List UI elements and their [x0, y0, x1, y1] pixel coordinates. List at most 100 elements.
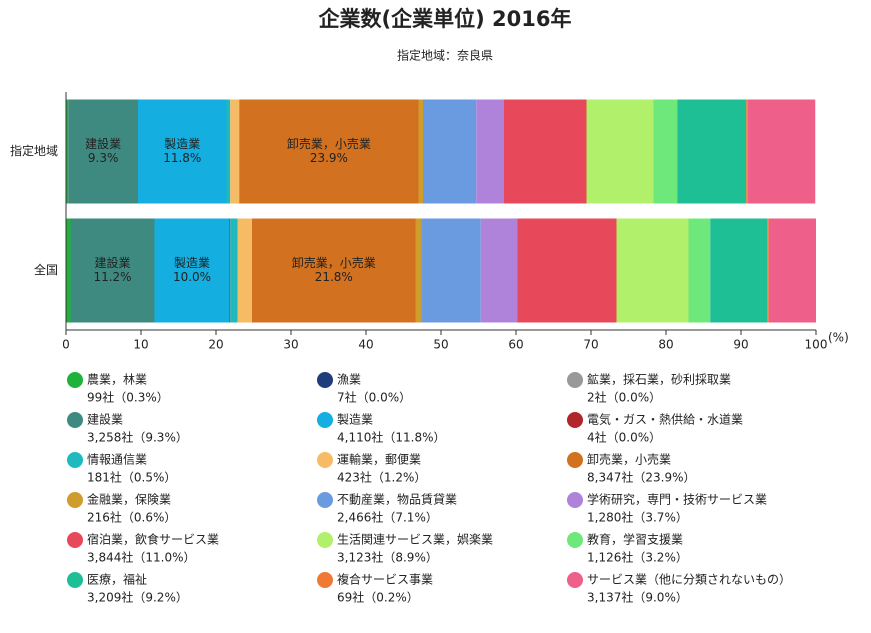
bar-segment — [415, 218, 422, 323]
bar-segment — [237, 218, 252, 323]
legend-count: 3,137社（9.0%） — [587, 590, 688, 605]
bar-segment — [68, 99, 138, 204]
legend-count: 181社（0.5%） — [87, 470, 176, 485]
x-tick-label: 0 — [62, 338, 70, 352]
legend-swatch — [67, 452, 83, 468]
legend-swatch — [67, 492, 83, 508]
legend-label: 教育，学習支援業 — [587, 532, 683, 547]
segment-name: 建設業 — [94, 255, 130, 270]
segment-name: 製造業 — [174, 256, 210, 270]
legend-count: 1,280社（3.7%） — [587, 510, 688, 525]
legend-swatch — [567, 572, 583, 588]
x-tick-label: 40 — [358, 338, 373, 352]
legend-label: 宿泊業，飲食サービス業 — [87, 532, 219, 547]
x-tick-label: 60 — [508, 338, 523, 352]
legend-swatch — [67, 372, 83, 388]
bar-segment — [476, 99, 504, 204]
legend-count: 7社（0.0%） — [337, 390, 411, 405]
x-tick-label: 30 — [283, 338, 298, 352]
legend-label: 建設業 — [87, 412, 123, 427]
legend-swatch — [317, 452, 333, 468]
legend-swatch — [67, 532, 83, 548]
bar-segment — [768, 218, 816, 323]
bar-segment — [138, 99, 227, 204]
bar-segment — [421, 218, 481, 323]
legend-label: 生活関連サービス業，娯楽業 — [337, 533, 493, 547]
legend-count: 3,844社（11.0%） — [87, 550, 195, 565]
legend-swatch — [567, 372, 583, 388]
y-tick-label: 全国 — [34, 262, 58, 277]
bar-segment — [747, 99, 816, 204]
x-tick-label: 20 — [208, 338, 223, 352]
data-label: 9.3% — [88, 151, 119, 165]
legend-count: 99社（0.3%） — [87, 390, 169, 405]
bar-segment — [230, 218, 238, 323]
legend-count: 69社（0.2%） — [337, 590, 419, 605]
legend-label: 金融業，保険業 — [87, 492, 171, 507]
legend-count: 2社（0.0%） — [587, 390, 661, 405]
segment-name: 建設業 — [85, 136, 121, 151]
y-tick-label: 指定地域 — [10, 143, 58, 158]
legend-swatch — [317, 492, 333, 508]
legend-label: 運輸業，郵便業 — [337, 452, 421, 467]
segment-name: 卸売業，小売業 — [287, 136, 371, 151]
bar-segment — [710, 218, 768, 323]
bar-segment — [746, 99, 748, 204]
legend-label: 卸売業，小売業 — [587, 452, 671, 467]
legend-label: サービス業（他に分類されないもの） — [587, 573, 791, 587]
bar-segment — [154, 218, 230, 323]
legend-label: 農業，林業 — [87, 373, 147, 387]
x-tick-label: 80 — [658, 338, 673, 352]
bar-segment — [418, 99, 423, 204]
bar-segment — [504, 99, 587, 204]
chart-title: 企業数(企業単位) 2016年 — [318, 7, 572, 31]
bar-segment — [226, 99, 231, 204]
legend-count: 8,347社（23.9%） — [587, 470, 695, 485]
legend-count: 4,110社（11.8%） — [337, 430, 445, 445]
legend-label: 不動産業，物品賃貸業 — [337, 492, 457, 507]
data-label: 21.8% — [315, 270, 353, 284]
x-tick-label: 90 — [733, 338, 748, 352]
data-label: 11.8% — [163, 151, 201, 165]
legend-swatch — [317, 412, 333, 428]
legend-swatch — [567, 532, 583, 548]
data-label: 23.9% — [310, 151, 348, 165]
x-tick-label: 70 — [583, 338, 598, 352]
x-tick-label: 10 — [133, 338, 148, 352]
legend-swatch — [567, 492, 583, 508]
bar-segment — [688, 218, 711, 323]
data-label: 10.0% — [173, 270, 211, 284]
bar-segment — [677, 99, 747, 204]
legend-label: 製造業 — [337, 413, 373, 427]
bar-segment — [66, 218, 71, 323]
legend-swatch — [317, 532, 333, 548]
legend-label: 鉱業，採石業，砂利採取業 — [587, 372, 731, 387]
bar-segment — [229, 218, 231, 323]
legend-count: 3,258社（9.3%） — [87, 430, 188, 445]
legend-swatch — [567, 412, 583, 428]
chart-subtitle: 指定地域：奈良県 — [397, 48, 493, 63]
x-tick-label: 100 — [805, 338, 828, 352]
bar-segment — [252, 218, 416, 323]
legend-count: 423社（1.2%） — [337, 470, 426, 485]
bar-segment — [66, 99, 69, 204]
legend-swatch — [317, 372, 333, 388]
bar-segment — [239, 99, 419, 204]
x-tick-label: 50 — [433, 338, 448, 352]
legend-swatch — [567, 452, 583, 468]
legend-count: 3,123社（8.9%） — [337, 550, 438, 565]
x-axis-unit: (%) — [828, 331, 849, 345]
legend-label: 電気・ガス・熱供給・水道業 — [587, 412, 743, 427]
legend-swatch — [317, 572, 333, 588]
data-label: 11.2% — [93, 270, 131, 284]
legend-label: 複合サービス事業 — [337, 572, 433, 587]
legend-count: 4社（0.0%） — [587, 430, 661, 445]
legend-swatch — [67, 412, 83, 428]
legend-swatch — [67, 572, 83, 588]
legend-label: 情報通信業 — [87, 453, 147, 467]
bar-segment — [586, 99, 654, 204]
bar-segment — [230, 99, 240, 204]
segment-name: 卸売業，小売業 — [292, 255, 376, 270]
legend-label: 漁業 — [337, 373, 361, 387]
